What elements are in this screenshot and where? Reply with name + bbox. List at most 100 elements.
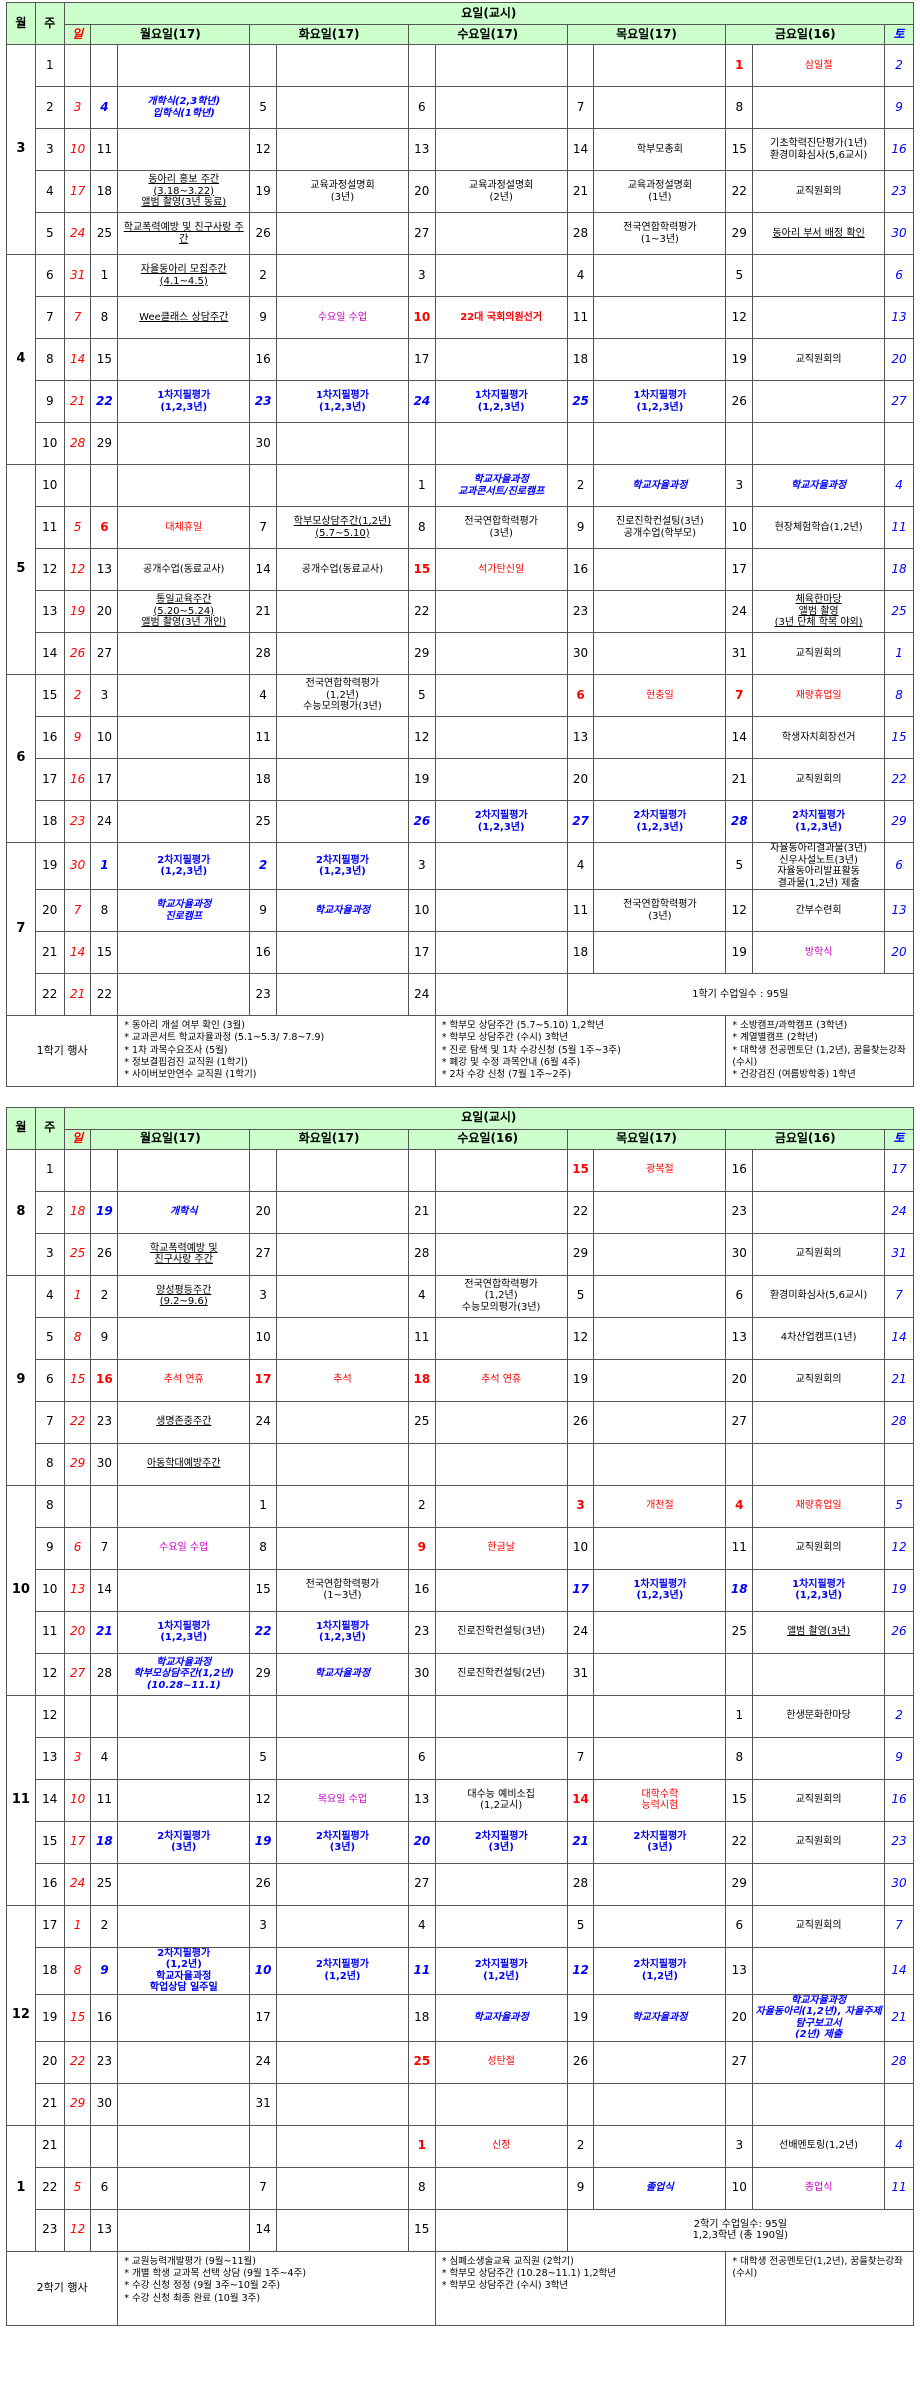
tuesday-event [276, 2166, 409, 2210]
monday-event: 학교자율과정 진로캠프 [117, 889, 251, 932]
thursday-date: 21 [566, 170, 595, 213]
monday-event: 1차지필평가 (1,2,3년) [117, 1610, 251, 1654]
calendar-week-row: 11 12 1 한생문화한마당 2 [6, 1694, 914, 1906]
saturday-date: 12 [884, 1526, 914, 1570]
week-number: 8 [34, 1442, 65, 1486]
wednesday-event [434, 674, 568, 717]
wednesday-event: 2차지필평가 (1,2년) [434, 1946, 568, 1995]
tuesday-date: 15 [249, 1568, 277, 1612]
calendar-week-row: 17 16 17 18 19 20 21 교직원회의 22 [7, 758, 914, 801]
tuesday-date: 29 [249, 1652, 277, 1696]
calendar-week-row: 2 3 4 개학식(2,3학년) 입학식(1학년) 5 6 7 8 9 [7, 86, 914, 129]
wednesday-date: 20 [407, 170, 436, 213]
thursday-date: 15 [566, 1148, 595, 1192]
tuesday-event: 전국연합학력평가 (1,2년) 수능모의평가(3년) [276, 674, 409, 717]
wednesday-date [407, 1442, 436, 1486]
tuesday-date: 5 [249, 86, 277, 129]
event-note: * 정보결핍검진 교직원 (1학기) [124, 1057, 248, 1069]
tuesday-date: 3 [249, 1274, 277, 1318]
saturday-date: 9 [884, 1736, 914, 1780]
month-cell: 11 [6, 1694, 36, 1906]
calendar-week-row: 3 1 1 삼일절 2 [6, 44, 914, 255]
wednesday-date: 15 [407, 548, 436, 591]
thursday-event [593, 716, 727, 759]
week-number: 16 [34, 716, 65, 759]
sunday-date: 31 [63, 254, 92, 297]
calendar-week-row: 23 12 13 14 15 2학기 수업일수: 95일 1,2,3학년 (총 190일) [7, 2208, 915, 2252]
tuesday-event [276, 1904, 409, 1948]
week-number: 3 [34, 128, 65, 171]
sem1-table: 월 주 요일(교시) 일 월요일(17) 화요일(17) 수요일(17) 목요일(17) 금요일… [5, 2, 915, 1087]
sunday-date: 30 [63, 842, 92, 890]
thursday-event: 전국연합학력평가 (1~3년) [593, 212, 727, 255]
sunday-date: 1 [63, 1904, 92, 1948]
week-number: 10 [34, 464, 65, 507]
calendar-week-row: 14 26 27 28 29 30 31 교직원회의 1 [7, 632, 914, 675]
month-cell: 5 [6, 464, 36, 675]
thursday-event: 개천절 [593, 1484, 727, 1528]
wednesday-event: 2차지필평가 (3년) [434, 1820, 568, 1864]
friday-date: 4 [725, 1484, 754, 1528]
sunday-date: 19 [63, 590, 92, 633]
tuesday-event [276, 464, 409, 507]
week-number: 15 [34, 674, 65, 717]
tuesday-date: 14 [249, 548, 277, 591]
week-number: 11 [34, 506, 65, 549]
monday-date: 19 [90, 1190, 119, 1234]
week-number: 4 [34, 1274, 65, 1318]
calendar-week-row: 10 8 1 2 3 개천절 4 재량휴업일 5 [6, 1484, 914, 1696]
thursday-date: 11 [566, 889, 595, 932]
wednesday-date: 10 [407, 889, 436, 932]
week-number: 5 [34, 1316, 65, 1360]
wednesday-event [434, 1442, 568, 1486]
calendar-week-row: 3 25 26 학교폭력예방 및 친구사랑 주간 27 28 29 30 교직원회의 31 [7, 1232, 914, 1276]
week-number: 12 [34, 1652, 65, 1696]
thursday-date [566, 422, 595, 465]
wednesday-event: 학교자율과정 [434, 1993, 568, 2042]
thursday-event [593, 1316, 727, 1360]
saturday-date: 17 [884, 1148, 914, 1192]
sunday-date: 9 [63, 716, 92, 759]
friday-event: 방학식 [752, 931, 886, 974]
calendar-week-row: 21 14 15 16 17 18 19 방학식 20 [7, 931, 914, 974]
monday-date: 16 [90, 1358, 119, 1402]
sunday-date: 2 [63, 674, 92, 717]
thursday-event: 교육과정설명회 (1년) [593, 170, 727, 213]
sun-header: 일 [63, 1128, 92, 1150]
week-number: 23 [34, 2208, 65, 2252]
sunday-date: 8 [63, 1316, 92, 1360]
saturday-date: 6 [884, 842, 914, 890]
monday-date [90, 44, 119, 87]
friday-date: 27 [725, 2040, 754, 2084]
thu-header: 목요일(17) [566, 24, 727, 45]
friday-date: 8 [725, 1736, 754, 1780]
thursday-date: 9 [566, 506, 595, 549]
month-cell: 1 [6, 2124, 36, 2252]
tuesday-event [276, 1694, 409, 1738]
wednesday-date: 27 [407, 1862, 436, 1906]
friday-date: 28 [725, 800, 754, 843]
wednesday-date: 6 [407, 86, 436, 129]
wednesday-event: 성탄절 [434, 2040, 568, 2084]
saturday-date: 29 [884, 800, 914, 843]
friday-event [752, 2082, 886, 2126]
wednesday-date: 13 [407, 128, 436, 171]
thursday-date: 18 [566, 338, 595, 381]
monday-date: 11 [90, 1778, 119, 1822]
monday-event [117, 1148, 251, 1192]
thursday-event [593, 2040, 727, 2084]
friday-event: 재량휴업일 [752, 1484, 886, 1528]
tuesday-event: 2차지필평가 (1,2년) [276, 1946, 409, 1995]
friday-event: 1차지필평가 (1,2,3년) [752, 1568, 886, 1612]
thursday-event: 현충일 [593, 674, 727, 717]
friday-event: 교직원회의 [752, 632, 886, 675]
calendar-week-row: 5 24 25 학교폭력예방 및 친구사랑 주간 26 27 28 전국연합학력평가 (1~3… [7, 212, 914, 255]
tuesday-date: 8 [249, 1526, 277, 1570]
tuesday-date: 19 [249, 170, 277, 213]
tuesday-date: 16 [249, 338, 277, 381]
tuesday-date: 24 [249, 2040, 277, 2084]
monday-date: 11 [90, 128, 119, 171]
calendar-week-row: 12 17 1 2 3 4 5 6 교직원회의 7 [6, 1904, 914, 2126]
semester-gap [6, 1087, 914, 1107]
wednesday-event [434, 1190, 568, 1234]
